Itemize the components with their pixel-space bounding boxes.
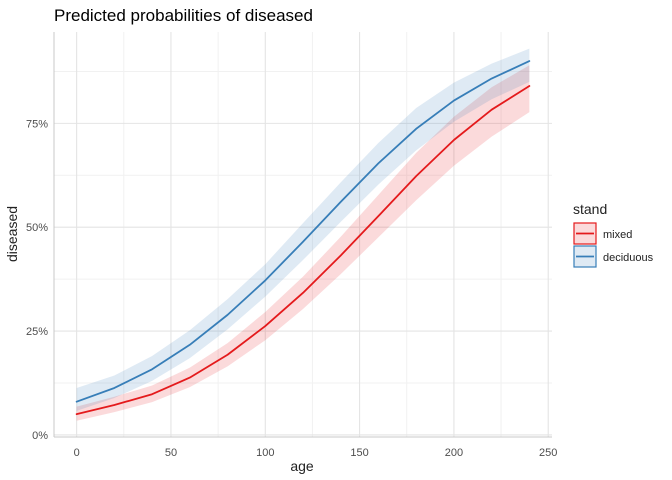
legend: stand mixed deciduous [573,201,654,268]
legend-item-mixed: mixed [573,222,632,245]
legend-item-deciduous: deciduous [573,245,654,268]
y-tick-label: 75% [26,118,48,130]
chart-title: Predicted probabilities of diseased [54,6,313,25]
x-axis-ticks: 0 50 100 150 200 250 [74,447,558,459]
x-tick-label: 0 [74,447,80,459]
x-tick-label: 200 [445,447,463,459]
y-axis-ticks: 0% 25% 50% 75% [26,118,48,442]
y-axis-title: diseased [4,206,20,262]
major-gridlines [54,32,552,437]
series-line-mixed [75,85,531,416]
x-tick-label: 100 [256,447,274,459]
x-tick-label: 150 [350,447,368,459]
x-tick-label: 50 [165,447,177,459]
x-tick-label: 250 [539,447,557,459]
y-tick-label: 50% [26,222,48,234]
legend-label: mixed [603,229,632,241]
x-axis-title: age [290,458,314,474]
plot-panel [54,32,552,437]
series-lines [75,60,531,416]
confidence-band-mixed [76,65,530,421]
legend-title: stand [573,201,607,217]
legend-label: deciduous [603,252,654,264]
confidence-bands [76,48,530,421]
minor-gridlines [54,32,552,437]
confidence-band-deciduous [76,48,530,411]
axis-lines [53,32,552,438]
y-tick-label: 25% [26,326,48,338]
series-line-deciduous [75,60,531,403]
y-tick-label: 0% [32,430,48,442]
